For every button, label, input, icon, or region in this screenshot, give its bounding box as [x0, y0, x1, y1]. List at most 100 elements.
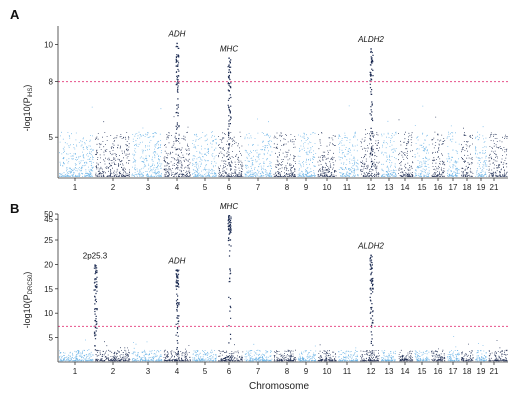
- chromosome-label-10: 10: [323, 183, 332, 192]
- chromosome-10-points: [317, 132, 337, 177]
- chromosome-label-5: 5: [203, 183, 208, 192]
- chromosome-label-3: 3: [146, 367, 151, 376]
- peak-adh-points: [175, 42, 180, 169]
- chromosome-14-points: [398, 119, 414, 177]
- chromosome-label-2: 2: [111, 367, 116, 376]
- chromosome-label-18: 18: [463, 367, 472, 376]
- chromosome-15-points: [414, 105, 430, 177]
- chromosome-label-8: 8: [285, 367, 290, 376]
- chromosome-label-4: 4: [175, 367, 180, 376]
- chromosome-label-10: 10: [323, 367, 332, 376]
- peak-2p25.3-points: [93, 264, 98, 352]
- chromosome-label-7: 7: [256, 367, 261, 376]
- chromosome-label-19: 19: [477, 367, 486, 376]
- chromosome-label-13: 13: [385, 367, 394, 376]
- chromosome-label-3: 3: [146, 183, 151, 192]
- chromosome-10-points: [317, 344, 337, 362]
- panel-b-ylabel: -log10(PDRC50): [22, 272, 34, 329]
- y-tick-label: 15: [44, 285, 53, 294]
- peak-mhc-points: [227, 215, 232, 344]
- chromosome-label-1: 1: [73, 183, 78, 192]
- chromosome-8-points: [273, 132, 296, 177]
- chromosome-11-points: [338, 105, 359, 177]
- panel-label-b: B: [10, 201, 19, 216]
- chromosome-17-points: [446, 125, 460, 177]
- chromosome-label-12: 12: [367, 367, 376, 376]
- chromosome-label-12: 12: [367, 183, 376, 192]
- chromosome-label-15: 15: [418, 367, 427, 376]
- chromosome-label-6: 6: [227, 367, 232, 376]
- chromosome-7-points: [244, 118, 273, 177]
- panel-label-a: A: [10, 7, 20, 22]
- chromosome-label-19: 19: [477, 183, 486, 192]
- chromosome-15-points: [414, 350, 430, 362]
- peak-label-aldh2: ALDH2: [357, 35, 384, 44]
- panel-a-ylabel: -log10(PiHS): [22, 85, 34, 132]
- y-tick-label: 8: [49, 78, 54, 87]
- panel-b-xlabel: Chromosome: [249, 381, 309, 392]
- chromosome-label-21: 21: [490, 367, 499, 376]
- panel-a-points: [59, 42, 508, 177]
- chromosome-5-points: [192, 349, 217, 362]
- chromosome-12-points: [360, 350, 380, 362]
- chromosome-5-points: [192, 131, 217, 177]
- y-tick-label: 5: [49, 133, 54, 142]
- chromosome-1-points: [59, 106, 94, 177]
- peak-label-mhc: MHC: [220, 202, 238, 211]
- chromosome-13-points: [381, 120, 397, 177]
- chromosome-16-points: [431, 348, 446, 362]
- chromosome-19-points: [475, 126, 488, 177]
- chromosome-3-points: [131, 341, 163, 362]
- chromosome-label-9: 9: [304, 367, 309, 376]
- chromosome-18-points: [461, 127, 474, 177]
- peak-label-adh: ADH: [168, 256, 186, 265]
- y-tick-label: 10: [44, 41, 53, 50]
- chromosome-label-17: 17: [449, 183, 458, 192]
- peak-label-adh: ADH: [168, 30, 186, 39]
- chromosome-label-11: 11: [343, 183, 352, 192]
- chromosome-label-8: 8: [285, 183, 290, 192]
- chromosome-label-16: 16: [434, 367, 443, 376]
- peak-aldh2-points: [369, 254, 374, 354]
- chromosome-14-points: [398, 349, 414, 362]
- peak-mhc-points: [227, 57, 232, 170]
- chromosome-label-15: 15: [418, 183, 427, 192]
- chromosome-21-points: [488, 340, 508, 362]
- chromosome-label-21: 21: [490, 183, 499, 192]
- chromosome-18-points: [461, 343, 474, 362]
- chromosome-9-points: [297, 345, 317, 362]
- y-tick-label: 5: [49, 334, 54, 343]
- y-tick-label: 20: [44, 260, 53, 269]
- chromosome-label-9: 9: [304, 183, 309, 192]
- peak-label-aldh2: ALDH2: [357, 242, 384, 251]
- chromosome-label-13: 13: [385, 183, 394, 192]
- y-tick-label: 10: [44, 309, 53, 318]
- chromosome-label-14: 14: [401, 183, 410, 192]
- chromosome-2-points: [95, 121, 131, 177]
- chromosome-6-points: [218, 131, 244, 177]
- chromosome-7-points: [244, 343, 273, 362]
- chromosome-label-6: 6: [227, 183, 232, 192]
- y-tick-label: 45: [44, 215, 53, 224]
- chromosome-2-points: [95, 341, 131, 362]
- chromosome-label-18: 18: [463, 183, 472, 192]
- chromosome-label-5: 5: [203, 367, 208, 376]
- peak-label-2p25.3: 2p25.3: [83, 251, 108, 260]
- chromosome-label-16: 16: [434, 183, 443, 192]
- panel-b-points: [59, 215, 508, 362]
- chromosome-label-11: 11: [343, 367, 352, 376]
- chromosome-17-points: [447, 336, 460, 362]
- chromosome-16-points: [431, 116, 446, 177]
- chromosome-6-points: [218, 344, 244, 362]
- peak-label-mhc: MHC: [220, 45, 238, 54]
- y-tick-label: 25: [44, 236, 53, 245]
- chromosome-3-points: [131, 108, 163, 177]
- chromosome-19-points: [475, 343, 488, 362]
- chromosome-label-17: 17: [449, 367, 458, 376]
- chromosome-11-points: [338, 347, 359, 362]
- chromosome-1-points: [59, 339, 94, 362]
- chromosome-label-2: 2: [111, 183, 116, 192]
